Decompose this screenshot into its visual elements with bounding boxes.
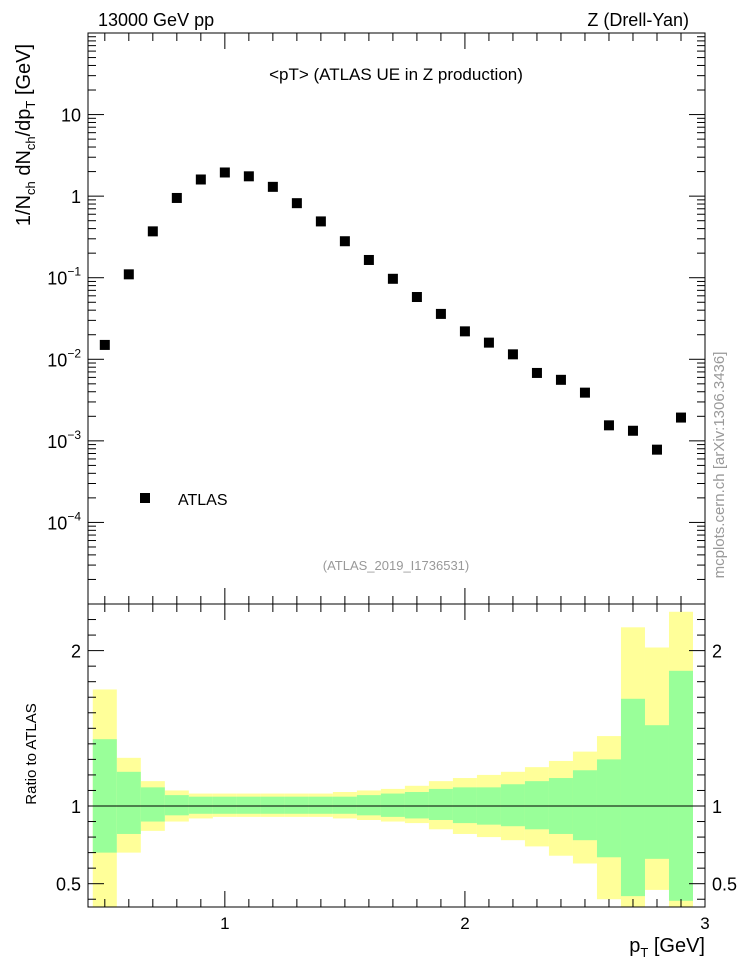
y-tick-label: 10 xyxy=(61,106,81,126)
band-stat-bin xyxy=(524,781,549,830)
ratio-y-tick-label: 2 xyxy=(71,642,81,662)
data-point xyxy=(675,412,686,423)
data-point xyxy=(387,273,398,284)
band-stat-bin xyxy=(380,793,405,817)
y-tick-label: 10−1 xyxy=(47,265,81,289)
data-point xyxy=(459,326,470,337)
band-stat-bin xyxy=(572,770,597,841)
data-point xyxy=(123,269,134,280)
axis-ticks xyxy=(88,33,706,907)
data-point xyxy=(195,174,206,185)
analysis-id: (ATLAS_2019_I1736531) xyxy=(323,558,469,573)
data-point xyxy=(363,254,374,265)
band-stat-bin xyxy=(620,698,645,897)
main-y-axis-label: 1/Nch dNch/dpT [GeV] xyxy=(13,44,38,226)
source-label: mcplots.cern.ch [arXiv:1306.3436] xyxy=(711,352,728,579)
band-stat-bin xyxy=(164,795,189,816)
band-stat-bin xyxy=(356,795,381,816)
main-plot-frame xyxy=(87,32,706,605)
data-point xyxy=(627,425,638,436)
band-stat-bin xyxy=(668,670,693,901)
x-axis-label: pT [GeV] xyxy=(629,935,705,960)
band-stat-bin xyxy=(284,796,309,814)
data-point xyxy=(579,387,590,398)
band-stat-bin xyxy=(332,796,357,814)
data-markers xyxy=(99,167,686,455)
band-stat-bin xyxy=(644,725,669,859)
legend-label: ATLAS xyxy=(178,492,228,509)
data-point xyxy=(147,226,158,237)
ratio-y-tick-label-right: 0.5 xyxy=(712,875,737,895)
y-tick-label: 10−2 xyxy=(47,346,81,370)
band-stat-bin xyxy=(188,796,213,814)
data-point xyxy=(243,171,254,182)
band-stat-bin xyxy=(500,784,525,827)
band-stat-bin xyxy=(404,792,429,819)
band-stat-bin xyxy=(308,796,333,814)
data-point xyxy=(603,420,614,431)
ratio-plot-frame xyxy=(87,603,706,908)
band-stat-bin xyxy=(236,796,261,814)
data-point xyxy=(219,167,230,178)
data-point xyxy=(267,181,278,192)
data-point xyxy=(411,292,422,303)
data-point xyxy=(507,349,518,360)
ratio-y-tick-label-right: 1 xyxy=(712,797,722,817)
data-point xyxy=(531,367,542,378)
band-stat-bin xyxy=(92,739,117,853)
band-stat-bin xyxy=(596,759,621,858)
ratio-y-tick-label: 0.5 xyxy=(56,875,81,895)
data-point xyxy=(171,192,182,203)
data-point xyxy=(651,444,662,455)
ratio-y-tick-label-right: 2 xyxy=(712,642,722,662)
data-point xyxy=(483,337,494,348)
data-point xyxy=(339,236,350,247)
x-tick-label: 2 xyxy=(460,914,469,933)
y-tick-label: 10−3 xyxy=(47,428,81,452)
data-point xyxy=(99,339,110,350)
y-tick-label: 10−4 xyxy=(47,509,81,533)
band-stat-bin xyxy=(428,788,453,820)
ratio-bands xyxy=(92,611,693,907)
data-point xyxy=(435,308,446,319)
axis-tick-labels: 1 2 3 10 1 10−1 10−2 10−3 10−4 2 2 1 1 0.5 0.5 xyxy=(47,106,737,933)
data-point xyxy=(315,216,326,227)
band-stat-bin xyxy=(212,796,237,814)
band-stat-bin xyxy=(260,796,285,814)
band-stat-bin xyxy=(140,787,165,822)
y-tick-label: 1 xyxy=(71,187,81,207)
legend-marker xyxy=(140,493,150,503)
ratio-y-tick-label: 1 xyxy=(71,797,81,817)
band-stat-bin xyxy=(452,787,477,824)
ratio-y-axis-label: Ratio to ATLAS xyxy=(23,703,40,804)
data-point xyxy=(555,374,566,385)
data-point xyxy=(291,198,302,209)
x-tick-label: 1 xyxy=(220,914,229,933)
chart-title: <pT> (ATLAS UE in Z production) xyxy=(269,65,523,84)
energy-label: 13000 GeV pp xyxy=(98,10,214,30)
process-label: Z (Drell-Yan) xyxy=(587,10,689,30)
x-tick-label: 3 xyxy=(700,914,709,933)
band-stat-bin xyxy=(116,771,141,834)
